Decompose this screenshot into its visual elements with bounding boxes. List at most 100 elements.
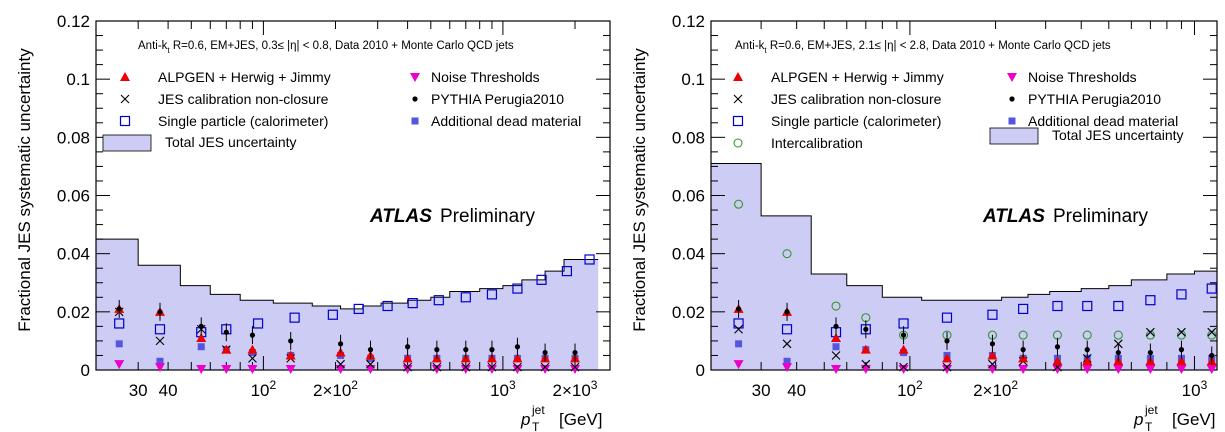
y-tick-label: 0.08 [672, 128, 705, 147]
single-particle-marker [382, 300, 393, 312]
pythia-marker [412, 96, 418, 102]
header-sub: t [764, 46, 767, 55]
x-tick-label: 2×102 [973, 378, 1018, 400]
legend-band-swatch [989, 127, 1039, 145]
pythia-marker [116, 306, 122, 312]
series-noise-right [733, 360, 1217, 374]
panel-left: Fractional JES systematic uncertainty AT… [15, 48, 602, 432]
legend-label: JES calibration non-closure [158, 91, 329, 107]
pythia-marker [198, 323, 204, 329]
noise-marker [1052, 365, 1063, 374]
intercalibration-marker [782, 249, 792, 259]
noise-marker [460, 365, 471, 374]
x-axis-title-left: p jet T [GeV] [520, 403, 602, 432]
alpgen-marker [285, 350, 296, 360]
legend-label: Additional dead material [431, 113, 581, 129]
noise-marker [1018, 365, 1029, 374]
nonclosure-marker [570, 362, 580, 372]
y-tick-label: 0 [81, 361, 90, 380]
header-sub: t [167, 46, 170, 55]
x-tick-label-exponent: 2 [916, 378, 923, 392]
pythia-marker [542, 349, 548, 356]
pythia-marker [157, 309, 163, 315]
x-ticks-right: 30 40 102 2×102 103 [710, 21, 1208, 400]
noise-marker [221, 365, 232, 374]
alpgen-marker [120, 72, 130, 81]
single-particle-marker [584, 254, 595, 265]
noise-marker [1082, 365, 1093, 374]
pythia-marker [249, 332, 256, 338]
y-tick-label: 0.06 [672, 187, 705, 206]
legend-label: ALPGEN + Herwig + Jimmy [771, 69, 944, 85]
total-jes-band-right [711, 163, 1217, 370]
legend-label: PYTHIA Perugia2010 [431, 91, 564, 107]
pythia-marker [1178, 347, 1185, 353]
data-markers-right [733, 199, 1217, 374]
dead-material-marker [156, 357, 164, 365]
y-tick-label: 0 [696, 361, 705, 380]
x-axis-title-main-left: p [520, 410, 530, 429]
pythia-marker [514, 344, 521, 350]
alpgen-marker [196, 333, 207, 343]
x-tick-label-base: 10 [490, 381, 509, 400]
legend-label: Total JES uncertainty [1052, 127, 1184, 143]
noise-marker [247, 365, 258, 374]
x-tick-label: 30 [752, 381, 771, 400]
noise-marker [512, 365, 523, 374]
x-ticks-left: 30 40 102 2×102 103 2×103 [95, 21, 598, 400]
intercalibration-marker [1082, 330, 1092, 340]
single-particle-marker [781, 324, 793, 335]
nonclosure-marker [461, 362, 471, 372]
x-tick-label: 102 [251, 378, 277, 400]
x-tick-label: 102 [897, 378, 923, 400]
pythia-marker [1147, 349, 1153, 356]
band-outline [711, 163, 1217, 301]
noise-marker [486, 365, 497, 374]
preliminary-label-left: Preliminary [440, 206, 536, 227]
y-tick-label: 0.1 [66, 70, 90, 89]
noise-marker [1007, 73, 1017, 82]
single-particle-marker [114, 318, 125, 329]
legend-label: Intercalibration [771, 135, 863, 151]
x-axis-title-unit-right: [GeV] [1172, 410, 1215, 429]
pythia-marker [1054, 344, 1061, 350]
pythia-marker [989, 341, 996, 347]
pythia-marker [735, 306, 742, 312]
noise-marker [1113, 365, 1124, 374]
x-tick-label-base: 2×10 [553, 381, 591, 400]
nonclosure-marker [366, 359, 375, 369]
dead-material-marker [832, 343, 840, 351]
alpgen-marker [1082, 356, 1093, 366]
single-particle-marker [252, 318, 264, 329]
pythia-marker [1115, 349, 1121, 356]
nonclosure-marker [1177, 327, 1186, 337]
single-particle-marker [486, 289, 498, 300]
nonclosure-marker [988, 359, 997, 369]
pythia-marker [863, 326, 869, 332]
pythia-marker [900, 332, 907, 338]
x-axis-title-unit-left: [GeV] [559, 410, 602, 429]
pythia-marker [434, 347, 440, 353]
single-particle-marker [512, 283, 523, 294]
x-tick-label: 2×103 [553, 378, 598, 400]
noise-marker [431, 365, 442, 374]
single-particle-marker [561, 266, 572, 277]
pythia-marker [1020, 347, 1026, 353]
single-particle-marker [733, 318, 744, 329]
nonclosure-marker [831, 351, 841, 360]
dead-material-marker [197, 343, 205, 351]
band-area [711, 163, 1217, 370]
alpgen-marker [512, 353, 523, 363]
noise-marker [1145, 365, 1156, 374]
single-particle-marker [119, 115, 131, 127]
x-tick-label: 40 [787, 381, 806, 400]
header-part: Anti-k [735, 40, 765, 52]
data-markers-left [114, 254, 595, 374]
nonclosure-marker [487, 362, 497, 372]
y-tick-label: 0.08 [57, 128, 90, 147]
nonclosure-marker [120, 94, 130, 104]
y-tick-label: 0.12 [57, 12, 90, 31]
y-axis-label-right: Fractional JES systematic uncertainty [630, 48, 649, 332]
x-tick-label-base: 10 [897, 381, 916, 400]
